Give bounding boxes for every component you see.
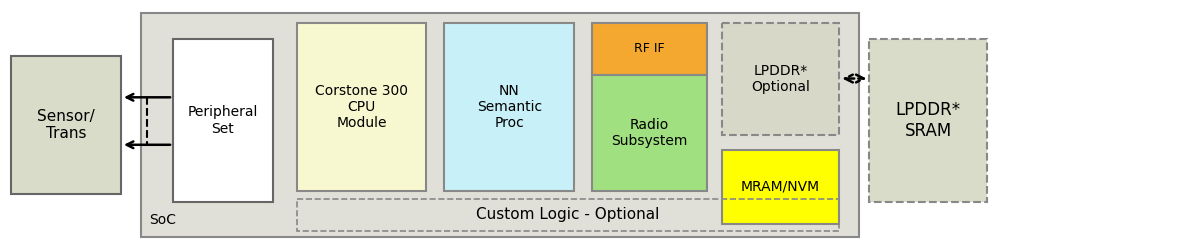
Text: Sensor/
Trans: Sensor/ Trans (37, 109, 95, 141)
Bar (11, 56, 121, 194)
Text: Custom Logic - Optional: Custom Logic - Optional (476, 208, 660, 222)
Text: Corstone 300
CPU
Module: Corstone 300 CPU Module (316, 84, 408, 130)
Bar (142, 13, 859, 237)
Bar (721, 23, 840, 135)
Bar (869, 39, 988, 202)
Text: Peripheral
Set: Peripheral Set (187, 106, 258, 136)
Text: SoC: SoC (149, 213, 176, 227)
Text: Radio
Subsystem: Radio Subsystem (611, 118, 688, 148)
Bar (592, 23, 707, 74)
Text: RF IF: RF IF (634, 42, 665, 55)
Bar (296, 199, 840, 231)
Text: NN
Semantic
Proc: NN Semantic Proc (476, 84, 541, 130)
Bar (173, 39, 272, 202)
Bar (296, 23, 426, 191)
Text: MRAM/NVM: MRAM/NVM (742, 180, 820, 194)
Text: LPDDR*
SRAM: LPDDR* SRAM (895, 101, 961, 140)
Text: LPDDR*
Optional: LPDDR* Optional (751, 64, 810, 94)
Bar (721, 150, 840, 224)
Bar (592, 74, 707, 191)
Bar (444, 23, 574, 191)
